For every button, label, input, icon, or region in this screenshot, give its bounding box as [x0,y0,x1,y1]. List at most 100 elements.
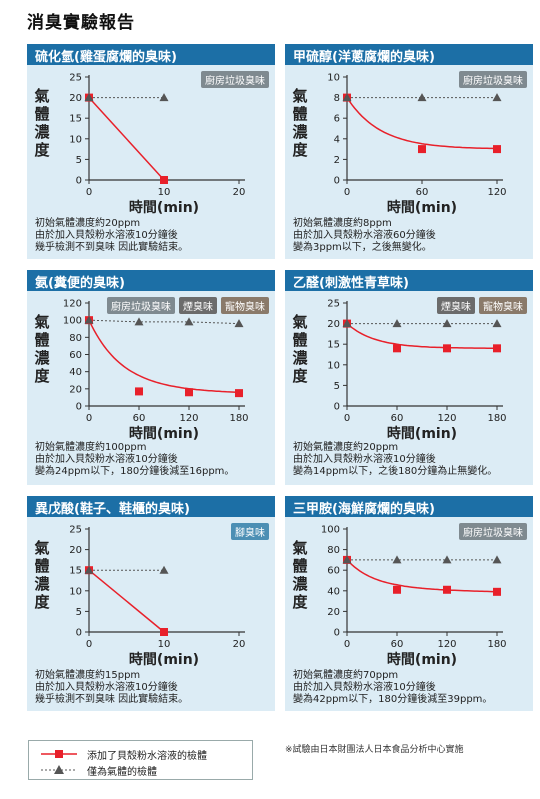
legend-item-control: 僅為氣體的檢體 [39,763,157,778]
x-tick-label: 180 [229,413,248,424]
control-point [492,93,502,102]
result-note: 由於加入貝殼粉水溶液10分鐘後 [35,454,178,465]
footer-note: ※試驗由日本財團法人日本食品分析中心實施 [285,745,464,755]
treated-series-line [346,323,497,349]
legend-treated-label: 添加了貝殼粉水溶液的檢體 [87,750,207,762]
x-tick-label: 0 [86,639,92,650]
control-point [392,555,402,564]
x-tick-label: 180 [487,413,506,424]
y-tick-label: 20 [69,93,82,104]
control-point [442,319,452,328]
result-note: 初始氣體濃度約8ppm [293,218,392,229]
result-note: 幾乎檢測不到臭味 因此實驗結束。 [35,694,189,705]
control-point [442,555,452,564]
x-tick-label: 120 [487,187,506,198]
result-note: 幾乎檢測不到臭味 因此實驗結束。 [35,242,189,253]
y-tick-label: 60 [327,566,340,577]
chart-title: 乙醛(刺激性青草味) [285,270,533,291]
control-point [159,565,169,574]
result-note: 由於加入貝殼粉水溶液60分鐘後 [293,230,436,241]
y-tick-label: 20 [69,545,82,556]
control-point [417,93,427,102]
x-tick-label: 120 [437,413,456,424]
treated-point [393,585,401,594]
control-point [342,319,352,328]
treated-series-line [88,97,165,181]
control-point [84,315,94,324]
odor-tag: 廚房垃圾臭味 [201,71,269,88]
y-tick-label: 40 [327,586,340,597]
y-axis-label: 氣體濃度 [292,87,308,159]
chart-plot: 0 5 10 15 20 25 0 60 120 180 時間(min) [327,299,506,443]
y-axis-label: 氣體濃度 [34,87,50,159]
result-note: 由於加入貝殼粉水溶液10分鐘後 [35,230,178,241]
y-tick-label: 120 [63,299,82,310]
result-note: 變為42ppm以下，180分鐘後減至39ppm。 [293,694,493,705]
y-tick-label: 0 [76,176,82,187]
treated-series-line [88,319,240,394]
y-tick-label: 25 [69,73,82,84]
result-note: 初始氣體濃度約70ppm [293,670,399,681]
y-tick-label: 10 [327,73,340,84]
chart-title: 三甲胺(海鮮腐爛的臭味) [285,496,533,517]
odor-tags: 腳臭味 [231,523,269,540]
chart-plot: 0 5 10 15 20 25 0 10 20 時間(min) [69,525,246,669]
y-axis-label: 氣體濃度 [292,313,308,385]
odor-tags: 廚房垃圾臭味 [201,71,269,88]
control-point [159,93,169,102]
result-note: 由於加入貝殼粉水溶液10分鐘後 [35,682,178,693]
y-axis-label: 氣體濃度 [34,313,50,385]
result-note: 初始氣體濃度約100ppm [35,442,147,453]
odor-tag: 煙臭味 [437,297,475,314]
treated-point [443,585,451,594]
y-tick-label: 20 [69,384,82,395]
y-tick-label: 5 [76,607,82,618]
chart-panel-ammonia: 氨(糞便的臭味) 廚房垃圾臭味 煙臭味 寵物臭味 氣體濃度 0 20 40 60 80 100 120… [27,270,275,485]
y-tick-label: 0 [76,628,82,639]
treated-point [135,387,143,396]
odor-tag: 廚房垃圾臭味 [107,297,175,314]
y-axis-label: 氣體濃度 [292,539,308,611]
chart-panel-acetaldehyde: 乙醛(刺激性青草味) 煙臭味 寵物臭味 氣體濃度 0 5 10 15 20 25 0 60 120 180… [285,270,533,485]
x-axis-label: 時間(min) [387,199,457,216]
x-axis-label: 時間(min) [387,425,457,442]
result-note: 變為24ppm以下，180分鐘後減至16ppm。 [35,466,235,477]
y-tick-label: 25 [69,525,82,536]
legend: 添加了貝殼粉水溶液的檢體 僅為氣體的檢體 [28,740,253,780]
chart-plot: 0 20 40 60 80 100 0 60 120 180 時間(min) [321,525,507,669]
y-tick-label: 8 [334,93,340,104]
odor-tags: 煙臭味 寵物臭味 [437,297,527,314]
y-axis-label: 氣體濃度 [34,539,50,611]
y-tick-label: 10 [69,586,82,597]
odor-tag: 寵物臭味 [479,297,527,314]
treated-point [160,176,168,184]
control-point [134,317,144,326]
y-tick-label: 100 [63,316,82,327]
result-note: 變為3ppm以下，之後無變化。 [293,242,432,253]
y-tick-label: 5 [76,155,82,166]
y-tick-label: 80 [327,545,340,556]
treated-point [393,344,401,353]
chart-plot: 0 20 40 60 80 100 120 0 60 120 180 時間(min) [63,299,249,443]
legend-item-treated: 添加了貝殼粉水溶液的檢體 [39,747,207,762]
result-note: 初始氣體濃度約20ppm [35,218,141,229]
y-tick-label: 0 [334,176,340,187]
chart-plot: 0 2 4 6 8 10 0 60 120 時間(min) [327,73,506,217]
page-title: 消臭實驗報告 [27,13,135,33]
treated-point [493,145,501,154]
odor-tags: 廚房垃圾臭味 [459,523,527,540]
y-tick-label: 2 [334,155,340,166]
control-point [342,93,352,102]
y-tick-label: 40 [69,367,82,378]
x-tick-label: 180 [487,639,506,650]
y-tick-label: 60 [69,350,82,361]
x-tick-label: 20 [233,639,246,650]
treated-series-line [88,569,165,633]
odor-tags: 廚房垃圾臭味 煙臭味 寵物臭味 [107,297,269,314]
control-point [492,555,502,564]
odor-tag: 煙臭味 [179,297,217,314]
y-tick-label: 0 [334,402,340,413]
control-point [234,319,244,328]
chart-panel-trimethylamine: 三甲胺(海鮮腐爛的臭味) 廚房垃圾臭味 氣體濃度 0 20 40 60 80 100 0 60 120… [285,496,533,711]
result-note: 初始氣體濃度約20ppm [293,442,399,453]
